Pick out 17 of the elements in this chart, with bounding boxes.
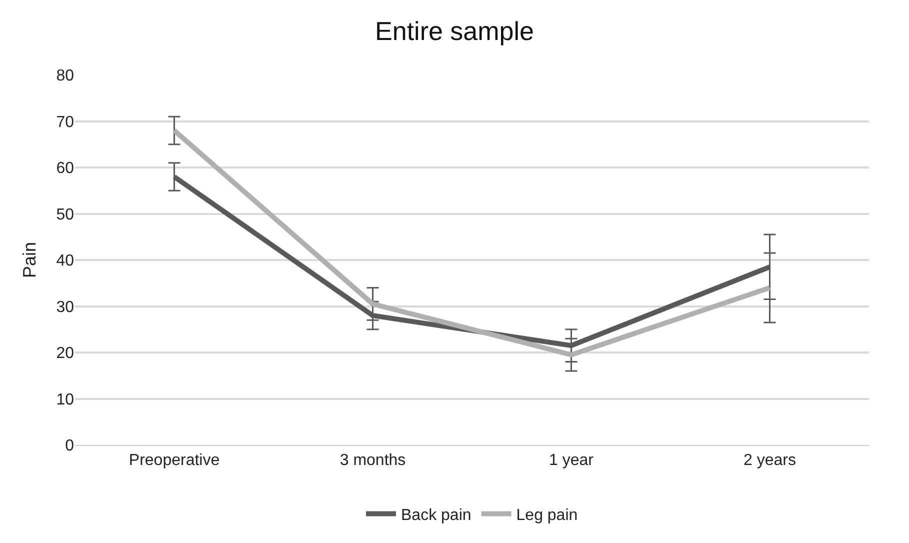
y-tick-label: 0	[65, 438, 74, 455]
y-tick-label: 50	[56, 206, 74, 224]
y-tick-label: 80	[56, 68, 74, 85]
x-tick-label: 3 months	[340, 452, 406, 470]
y-axis-title: Pain	[19, 242, 40, 278]
x-tick-label: Preoperative	[128, 452, 220, 470]
x-tick-label: 1 year	[549, 452, 594, 470]
legend-label: Leg pain	[516, 506, 578, 524]
y-tick-label: 40	[56, 252, 74, 270]
y-tick-label: 70	[56, 114, 74, 131]
y-tick-label: 60	[56, 160, 74, 178]
y-tick-label: 10	[56, 391, 74, 408]
y-tick-label: 20	[56, 345, 74, 362]
x-tick-label: 2 years	[744, 452, 796, 470]
chart-title: Entire sample	[375, 16, 534, 46]
y-tick-label: 30	[56, 298, 74, 316]
legend-label: Back pain	[401, 506, 472, 524]
